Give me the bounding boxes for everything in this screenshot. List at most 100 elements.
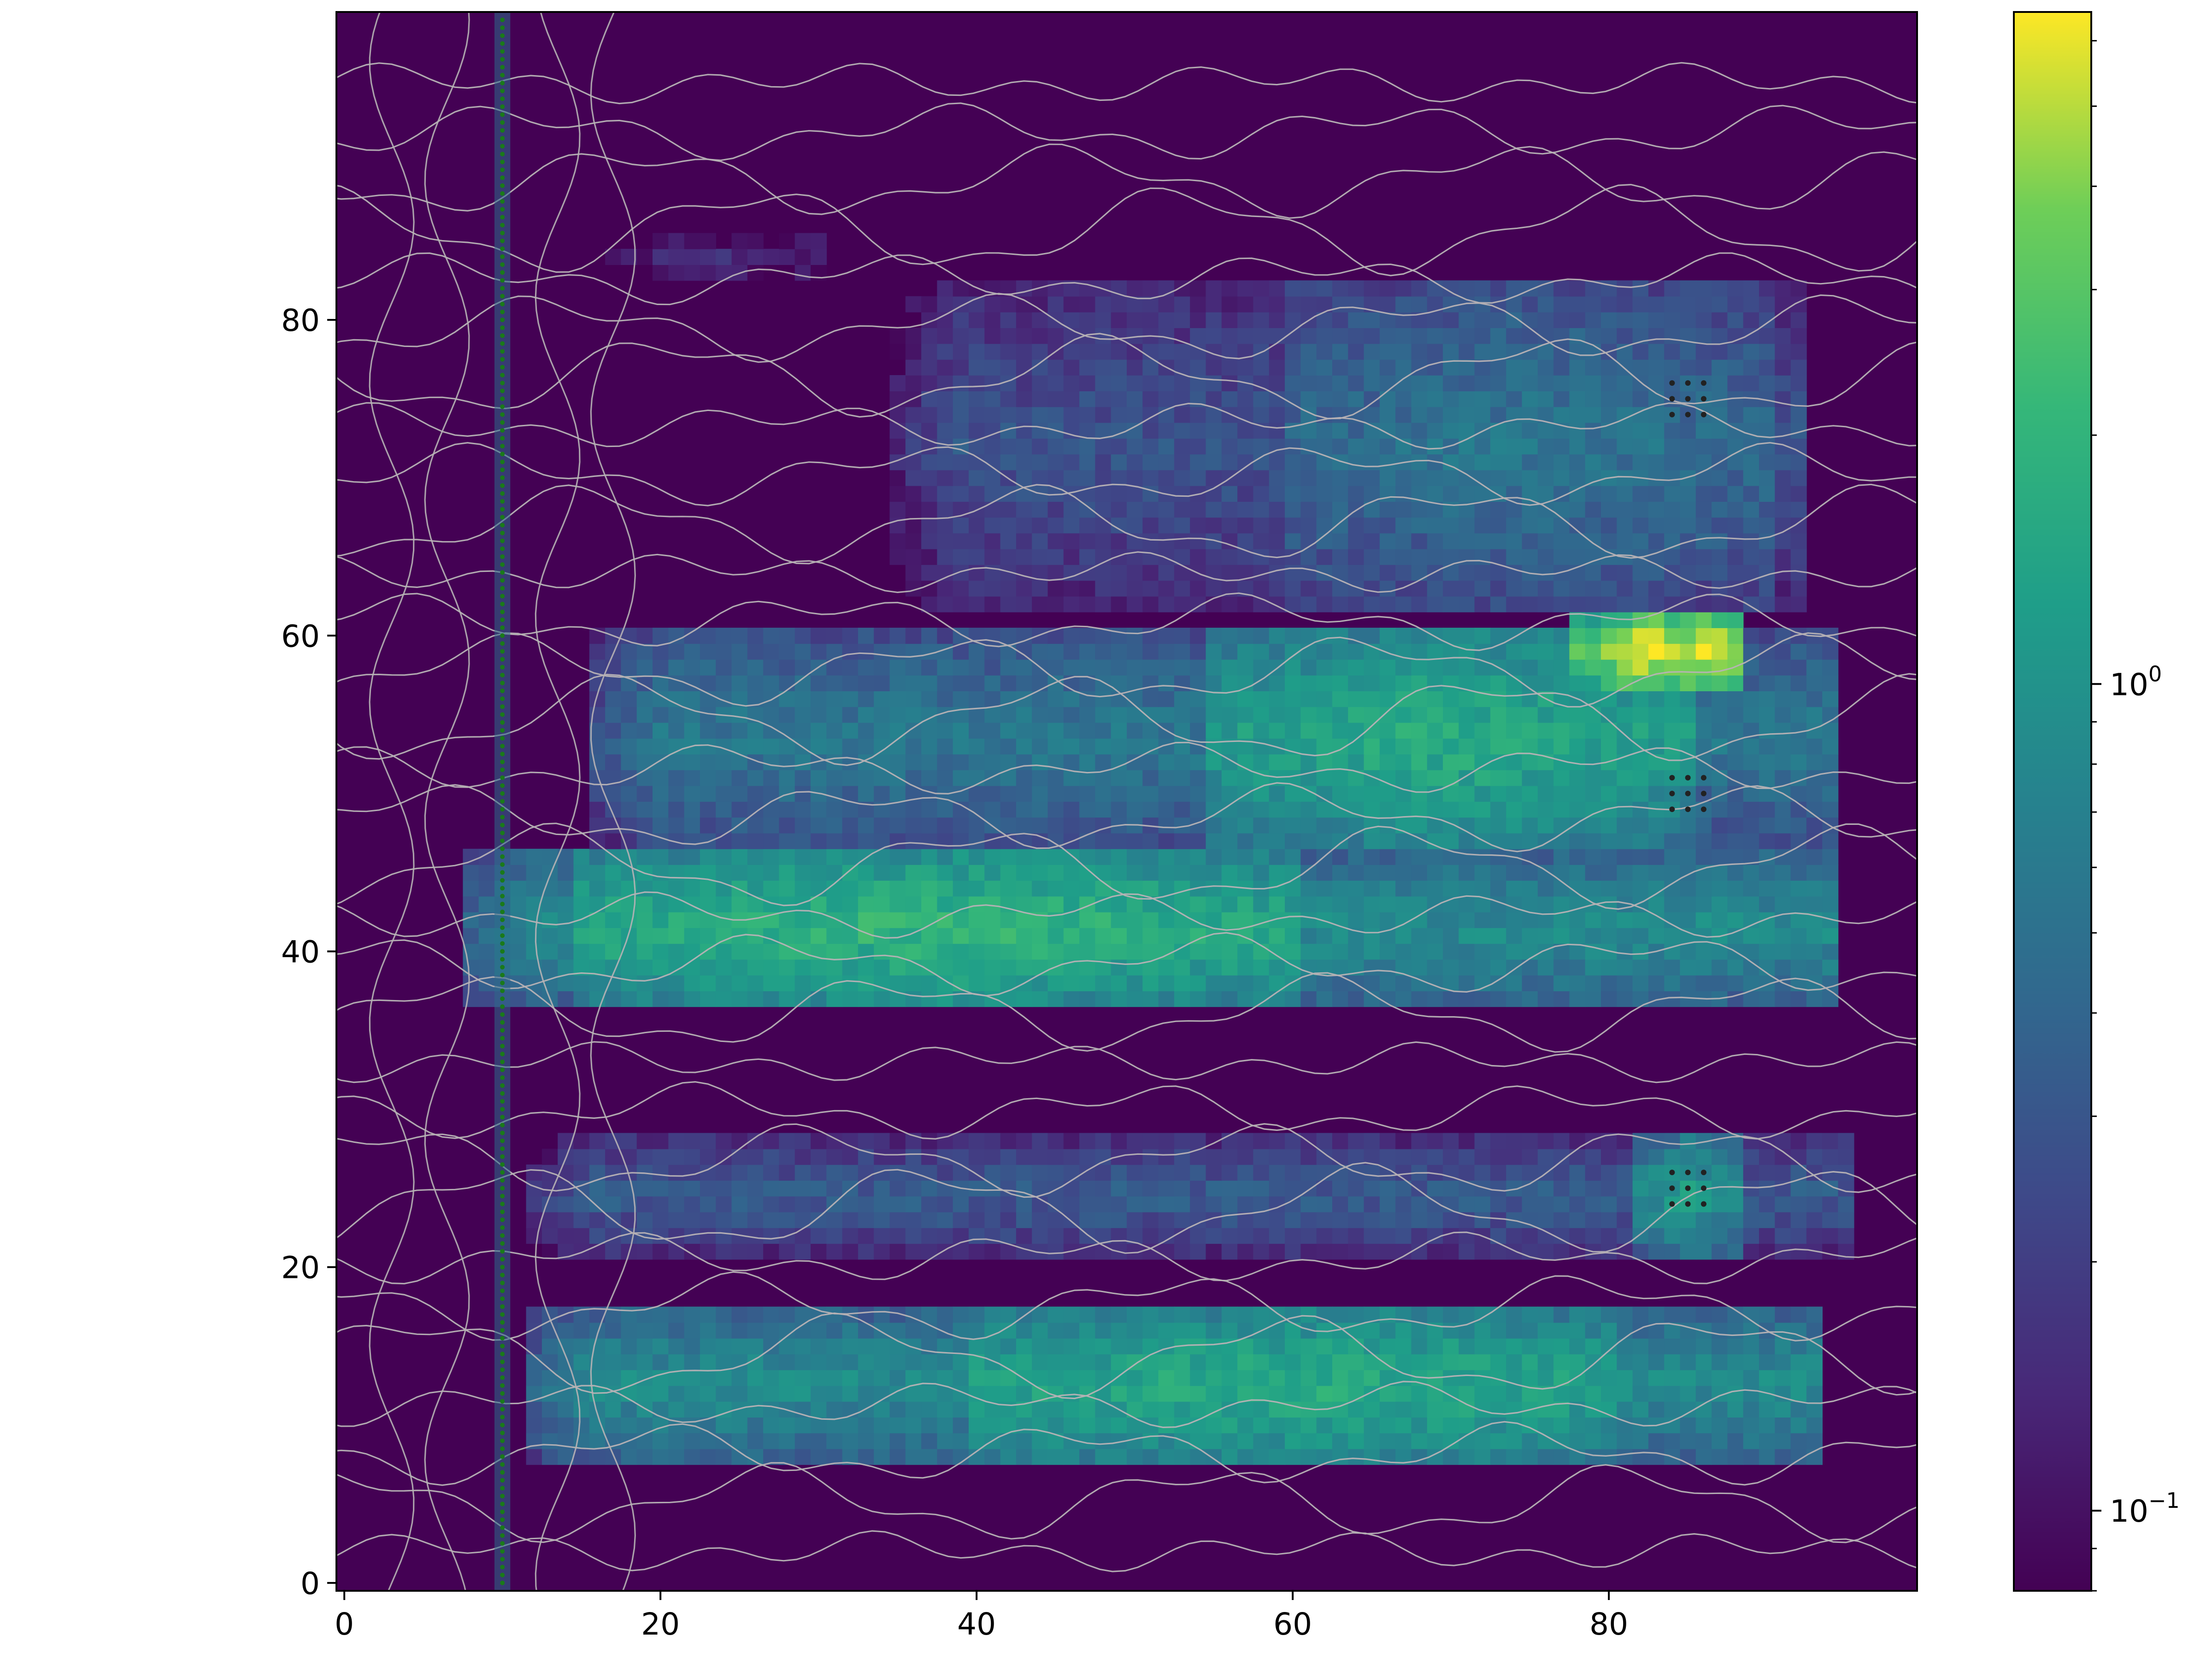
heatmap-cell [1032, 406, 1048, 423]
heatmap-cell [1664, 865, 1681, 881]
heatmap-cell [1537, 1401, 1554, 1418]
heatmap-cell [1553, 1243, 1570, 1260]
heatmap-cell [1743, 485, 1759, 502]
heatmap-cell [794, 722, 811, 739]
heatmap-cell [558, 1417, 574, 1434]
heatmap-cell [1790, 943, 1807, 960]
heatmap-cell [1348, 328, 1365, 344]
heatmap-cell [1727, 801, 1744, 818]
heatmap-cell [1727, 296, 1744, 312]
heatmap-cell [1348, 485, 1365, 502]
heatmap-cell [1601, 328, 1618, 344]
heatmap-cell [1316, 422, 1333, 439]
heatmap-cell [1506, 1354, 1523, 1371]
heatmap-cell [794, 659, 811, 676]
heatmap-cell [1316, 375, 1333, 392]
heatmap-cell [1316, 928, 1333, 944]
heatmap-cell [1332, 785, 1348, 802]
heatmap-cell [1775, 517, 1791, 534]
heatmap-cell [1158, 533, 1175, 549]
heatmap-cell [1142, 659, 1159, 676]
heatmap-cell [874, 1180, 890, 1197]
heatmap-cell [1537, 391, 1554, 407]
heatmap-cell [1632, 817, 1649, 834]
grid-marker-dot [1700, 775, 1706, 781]
heatmap-cell [1569, 422, 1586, 439]
heatmap-cell [1664, 1228, 1681, 1244]
heatmap-cell [937, 548, 953, 565]
heatmap-cell [1569, 770, 1586, 786]
heatmap-cell [1680, 1417, 1696, 1434]
heatmap-cell [1395, 533, 1412, 549]
heatmap-cell [1348, 1180, 1365, 1197]
heatmap-cell [1712, 501, 1728, 518]
heatmap-cell [858, 643, 874, 660]
heatmap-cell [478, 991, 495, 1007]
heatmap-cell [1142, 833, 1159, 849]
heatmap-cell [1411, 912, 1428, 928]
heatmap-cell [1364, 580, 1380, 597]
heatmap-cell [1000, 738, 1017, 755]
heatmap-cell [1790, 359, 1807, 376]
contour-line [336, 1312, 1917, 1400]
heatmap-cell [889, 848, 906, 865]
vertical-line-dot [500, 381, 505, 386]
heatmap-cell [1617, 959, 1633, 976]
heatmap-cell [1743, 1165, 1759, 1181]
heatmap-cell [1063, 706, 1080, 723]
heatmap-cell [621, 943, 637, 960]
heatmap-cell [1111, 770, 1127, 786]
heatmap-cell [1237, 1417, 1254, 1434]
heatmap-cell [1253, 1370, 1270, 1386]
heatmap-cell [1047, 596, 1064, 612]
heatmap-cell [1759, 1338, 1776, 1354]
heatmap-cell [1790, 501, 1807, 518]
heatmap-cell [1221, 1433, 1238, 1449]
heatmap-cell [1158, 596, 1175, 612]
heatmap-cell [747, 817, 764, 834]
heatmap-cell [1537, 801, 1554, 818]
heatmap-cell [1569, 833, 1586, 849]
heatmap-cell [1474, 975, 1491, 991]
heatmap-cell [1174, 643, 1190, 660]
heatmap-cell [1490, 1165, 1506, 1181]
heatmap-cell [1443, 1306, 1459, 1323]
heatmap-cell [763, 1306, 780, 1323]
heatmap-cell [984, 785, 1001, 802]
heatmap-cell [1395, 754, 1412, 771]
heatmap-cell [1712, 801, 1728, 818]
heatmap-cell [1127, 1212, 1143, 1228]
heatmap-cell [953, 1338, 969, 1354]
heatmap-cell [1269, 375, 1285, 392]
heatmap-cell [1158, 1354, 1175, 1371]
heatmap-cell [1522, 391, 1538, 407]
heatmap-cell [1016, 565, 1032, 581]
heatmap-cell [1063, 643, 1080, 660]
heatmap-cell [1016, 722, 1032, 739]
heatmap-cell [1079, 1417, 1096, 1434]
heatmap-cell [605, 754, 622, 771]
vertical-line-dot [500, 515, 505, 520]
heatmap-cell [1364, 280, 1380, 297]
heatmap-cell [1648, 912, 1665, 928]
heatmap-cell [1790, 485, 1807, 502]
heatmap-cell [1095, 391, 1112, 407]
heatmap-cell [1364, 1228, 1380, 1244]
heatmap-cell [794, 1448, 811, 1465]
heatmap-cell [1237, 1385, 1254, 1402]
heatmap-cell [1617, 880, 1633, 897]
heatmap-cell [1632, 438, 1649, 455]
heatmap-cell [731, 1417, 748, 1434]
heatmap-cell [1174, 501, 1190, 518]
heatmap-cell [1364, 312, 1380, 328]
vertical-line-dot [500, 18, 505, 23]
heatmap-cell [1206, 675, 1222, 691]
heatmap-cell [684, 801, 700, 818]
heatmap-cell [921, 817, 938, 834]
heatmap-cell [794, 628, 811, 644]
heatmap-cell [905, 548, 922, 565]
heatmap-cell [1553, 312, 1570, 328]
vertical-line-dot [500, 775, 505, 780]
vertical-line-dot [500, 286, 505, 291]
heatmap-cell [1300, 1417, 1317, 1434]
